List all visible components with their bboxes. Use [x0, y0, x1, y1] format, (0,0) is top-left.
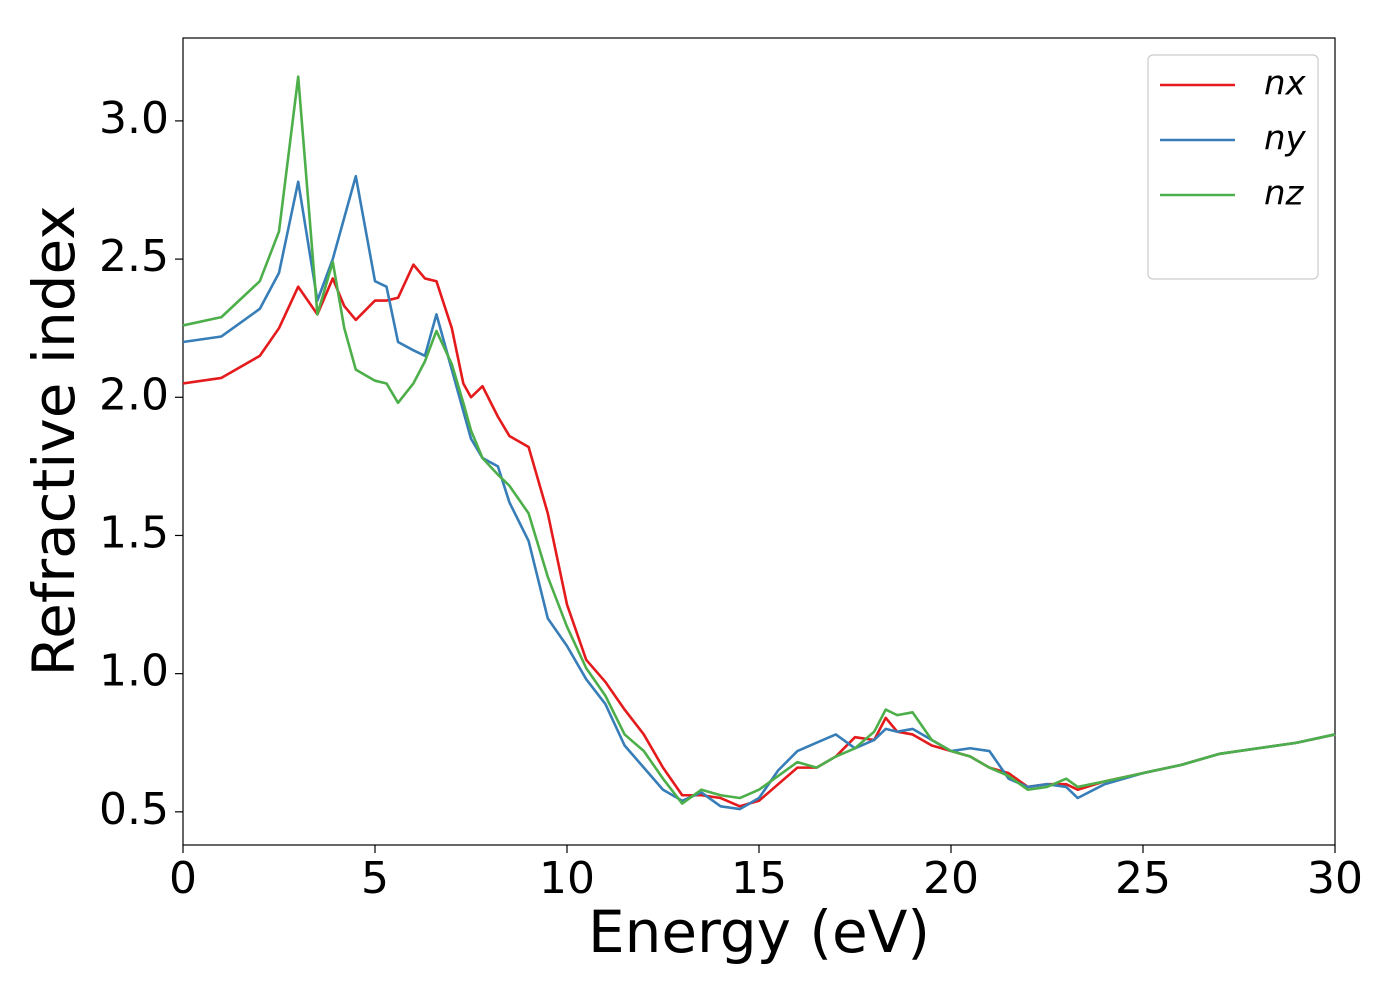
- y-tick-label: 0.5: [99, 784, 169, 835]
- x-tick-label: 10: [539, 853, 595, 904]
- y-tick-label: 1.5: [99, 507, 169, 558]
- series-line: [182, 174, 1336, 811]
- x-tick-label: 5: [361, 853, 389, 904]
- legend-box: [1147, 54, 1319, 280]
- y-tick-label: 2.0: [99, 369, 169, 420]
- x-tick-label: 25: [1115, 853, 1171, 904]
- legend-label: nz: [1264, 174, 1305, 214]
- legend-label: nx: [1264, 64, 1307, 104]
- y-tick-label: 1.0: [99, 646, 169, 697]
- series-line: [182, 75, 1336, 805]
- plot-frame: [182, 37, 1336, 846]
- y-axis-label: Refractive index: [20, 205, 88, 676]
- x-axis-label: Energy (eV): [588, 898, 930, 966]
- x-tick-label: 0: [169, 853, 197, 904]
- x-tick-label: 30: [1307, 853, 1363, 904]
- y-tick-label: 3.0: [99, 93, 169, 144]
- y-tick-label: 2.5: [99, 231, 169, 282]
- legend-label: ny: [1264, 119, 1307, 159]
- x-tick-label: 20: [923, 853, 979, 904]
- x-tick-label: 15: [731, 853, 787, 904]
